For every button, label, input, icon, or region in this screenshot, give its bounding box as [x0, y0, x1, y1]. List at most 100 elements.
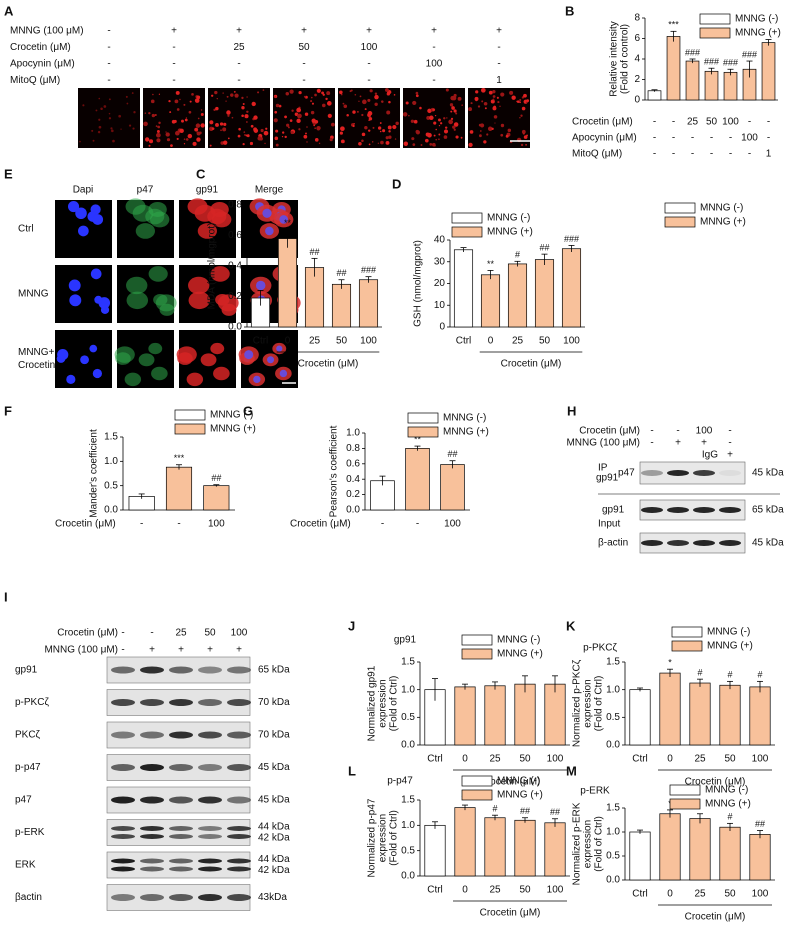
- chart-title: gp91: [394, 635, 417, 646]
- fluorescence-spot: [275, 103, 280, 108]
- fluorescence-spot: [411, 137, 415, 141]
- blot-band: [140, 834, 164, 839]
- cell: [135, 223, 155, 239]
- fluorescence-spot: [148, 144, 151, 147]
- fluorescence-spot: [306, 141, 308, 143]
- panel-letter: B: [565, 3, 574, 18]
- condition-value: -: [107, 42, 110, 53]
- legend-label: MNNG (+): [487, 227, 533, 238]
- legend-label: MNNG (-): [497, 635, 540, 646]
- fluorescence-spot: [242, 143, 245, 146]
- fluorescence-spot: [143, 121, 148, 127]
- fluorescence-spot: [349, 90, 352, 93]
- fluorescence-spot: [82, 104, 85, 107]
- blot-band: [140, 894, 164, 901]
- fluorescence-spot: [470, 102, 473, 105]
- fluorescence-spot: [168, 99, 171, 103]
- fluorescence-spot: [426, 115, 431, 120]
- panel-letter: F: [4, 403, 12, 418]
- blot-band: [693, 540, 715, 546]
- fluorescence-spot: [455, 135, 459, 139]
- bar: [440, 464, 465, 511]
- fluorescence-spot: [192, 141, 197, 146]
- ip-label: IP: [598, 463, 608, 474]
- fluorescence-spot: [520, 114, 523, 117]
- legend-swatch: [671, 640, 703, 652]
- fluorescence-spot: [523, 135, 528, 139]
- blot-band: [667, 540, 689, 546]
- blot-band: [693, 507, 715, 513]
- x-tick-label: 50: [519, 885, 531, 896]
- fluorescence-spot: [480, 87, 486, 93]
- bar: [544, 822, 566, 877]
- fluorescence-spot: [176, 137, 179, 141]
- fluorescence-spot: [244, 134, 246, 136]
- blot-band: [198, 826, 222, 831]
- fluorescence-spot: [274, 136, 279, 141]
- legend-label: MNNG (+): [210, 424, 256, 435]
- fluorescence-spot: [275, 129, 279, 133]
- legend-swatch: [664, 216, 696, 228]
- fluorescence-spot: [372, 126, 375, 129]
- x-tick-label: 0: [285, 336, 291, 347]
- condition-label: Apocynin (μM): [572, 133, 637, 144]
- fluorescence-spot: [488, 90, 493, 95]
- y-tick-label: 0.6: [228, 230, 242, 241]
- condition-value: 100: [231, 628, 248, 639]
- y-tick-label: 10: [434, 300, 446, 311]
- fluorescence-spot: [314, 93, 317, 97]
- blot-band: [111, 666, 135, 674]
- blot-band: [693, 470, 715, 476]
- fluorescence-spot: [296, 107, 302, 113]
- condition-label: IgG: [702, 450, 718, 461]
- condition-value: -: [767, 117, 770, 128]
- blot-band: [111, 796, 135, 804]
- legend-label: MNNG (-): [707, 627, 750, 638]
- chart-title: p-p47: [387, 776, 413, 787]
- blot-band: [111, 866, 135, 872]
- fluorescence-spot: [156, 130, 160, 133]
- blot-label: p-PKCζ: [15, 697, 49, 708]
- fluorescence-spot: [367, 98, 371, 102]
- row-label: Crocetin: [18, 360, 55, 371]
- x-axis-label: Crocetin (μM): [298, 359, 359, 370]
- fluorescence-spot: [223, 122, 227, 126]
- fluorescence-spot: [157, 125, 161, 129]
- blot: [639, 499, 746, 521]
- x-tick-label: 100: [444, 519, 461, 530]
- fluorescence-spot: [131, 92, 134, 94]
- fluorescence-spot: [133, 111, 136, 114]
- condition-value: 50: [204, 628, 216, 639]
- x-axis-label: Crocetin (μM): [501, 359, 562, 370]
- fluorescence-spot: [358, 141, 362, 146]
- legend-swatch: [699, 13, 731, 25]
- fluorescence-spot: [156, 138, 161, 143]
- fluorescence-spot: [148, 139, 154, 144]
- condition-label: Crocetin (μM): [10, 42, 71, 53]
- fluorescence-spot: [262, 89, 265, 91]
- cell: [186, 372, 204, 387]
- condition-value: -: [367, 75, 370, 86]
- condition-value: 100: [361, 42, 378, 53]
- panel-letter: A: [4, 3, 14, 18]
- ip-target: gp91: [596, 473, 619, 484]
- fluorescence-spot: [169, 111, 172, 114]
- fluorescence-spot: [316, 88, 321, 93]
- condition-value: -: [302, 75, 305, 86]
- fluorescence-spot: [125, 95, 128, 98]
- x-tick-label: 0: [667, 889, 673, 900]
- y-tick-label: 0.0: [606, 740, 620, 751]
- condition-value: -: [432, 75, 435, 86]
- condition-label: Apocynin (μM): [10, 59, 75, 70]
- y-tick-label: 6: [634, 33, 640, 44]
- fluorescence-spot: [95, 109, 98, 112]
- nucleus: [265, 226, 274, 236]
- nucleus: [68, 279, 81, 292]
- fluorescence-spot: [290, 130, 294, 135]
- fluorescence-spot: [364, 126, 368, 130]
- fluorescence-spot: [509, 90, 514, 95]
- nucleus: [78, 225, 89, 237]
- y-tick-label: 0.0: [401, 740, 415, 751]
- fluorescence-spot: [380, 100, 384, 103]
- fluorescence-spot: [152, 93, 154, 96]
